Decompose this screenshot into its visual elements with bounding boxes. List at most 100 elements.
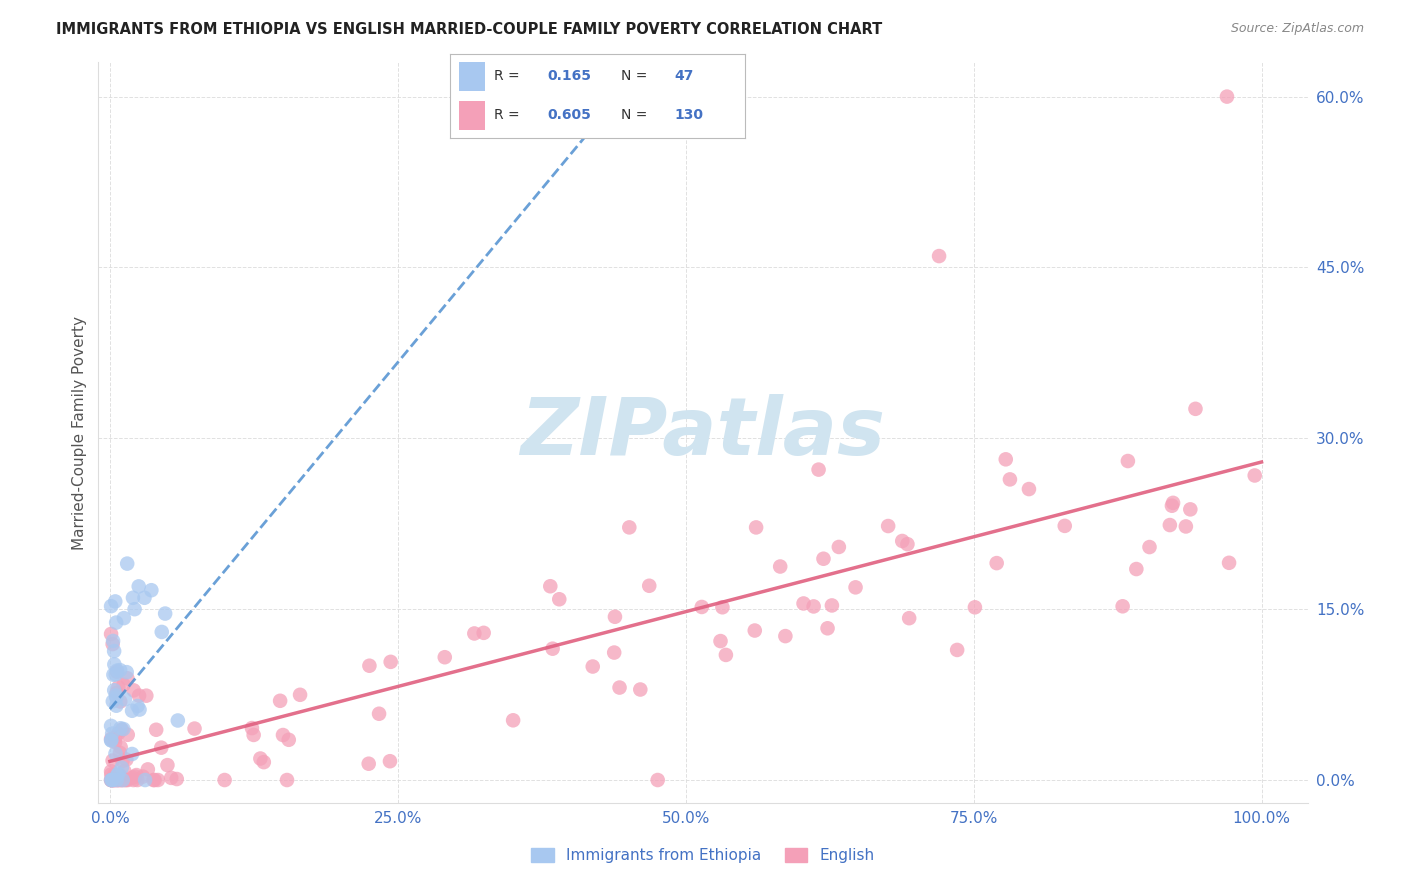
Point: [690, 599, 713, 614]
Point: [104, 747, 127, 761]
Point: [1018, 482, 1040, 496]
Point: [807, 462, 830, 476]
Point: [111, 772, 134, 787]
Point: [103, 683, 125, 698]
Point: [769, 559, 792, 574]
Point: [100, 772, 122, 787]
Y-axis label: Married-Couple Family Poverty: Married-Couple Family Poverty: [72, 316, 87, 549]
Point: [828, 540, 851, 554]
Point: [242, 728, 264, 742]
Point: [143, 772, 166, 787]
Point: [146, 772, 169, 787]
Point: [121, 771, 143, 785]
Point: [269, 694, 291, 708]
Point: [135, 689, 157, 703]
Point: [745, 520, 768, 534]
Point: [127, 772, 149, 787]
Point: [128, 689, 150, 703]
Point: [105, 690, 128, 705]
Point: [111, 772, 134, 787]
Point: [793, 597, 815, 611]
Point: [276, 772, 298, 787]
Point: [368, 706, 391, 721]
Point: [115, 557, 138, 571]
Point: [105, 698, 128, 713]
Point: [433, 650, 456, 665]
Point: [101, 772, 124, 787]
Point: [1243, 468, 1265, 483]
Text: 130: 130: [675, 109, 703, 122]
Point: [128, 702, 150, 716]
Point: [844, 580, 866, 594]
Point: [150, 624, 173, 639]
Point: [998, 472, 1021, 486]
Point: [994, 452, 1017, 467]
Point: [117, 671, 139, 685]
Point: [100, 719, 122, 733]
Point: [104, 594, 127, 608]
Point: [136, 763, 159, 777]
Point: [115, 772, 138, 787]
Point: [142, 772, 165, 787]
Point: [101, 726, 124, 740]
Point: [928, 249, 950, 263]
Point: [117, 772, 139, 787]
Text: 0.605: 0.605: [547, 109, 592, 122]
Point: [100, 764, 122, 779]
Point: [100, 731, 122, 746]
Point: [105, 665, 128, 679]
Point: [100, 772, 122, 787]
Point: [271, 728, 294, 742]
Point: [1174, 519, 1197, 533]
Point: [100, 767, 122, 781]
Point: [709, 634, 731, 648]
Point: [121, 704, 143, 718]
Point: [110, 772, 132, 787]
Point: [122, 772, 145, 787]
Point: [104, 772, 127, 787]
Point: [101, 637, 124, 651]
Point: [1053, 519, 1076, 533]
Point: [160, 771, 183, 785]
Point: [609, 681, 631, 695]
Point: [107, 680, 129, 694]
Point: [711, 600, 734, 615]
Point: [101, 772, 124, 787]
Point: [538, 579, 561, 593]
Point: [108, 772, 131, 787]
Point: [1218, 556, 1240, 570]
Point: [124, 602, 146, 616]
Point: [122, 591, 145, 605]
Point: [121, 747, 143, 761]
Point: [134, 772, 156, 787]
Point: [803, 599, 825, 614]
Point: [891, 533, 914, 548]
Point: [1184, 401, 1206, 416]
Point: [100, 733, 122, 747]
Point: [117, 728, 139, 742]
Point: [108, 663, 131, 677]
Point: [112, 611, 135, 625]
Point: [107, 726, 129, 740]
Point: [104, 689, 127, 703]
Point: [463, 626, 485, 640]
Point: [378, 754, 401, 768]
Point: [638, 579, 661, 593]
Point: [103, 772, 125, 787]
Point: [105, 664, 128, 678]
Point: [103, 657, 125, 672]
Point: [775, 629, 797, 643]
Point: [124, 770, 146, 784]
Point: [502, 714, 524, 728]
Point: [249, 751, 271, 765]
Point: [359, 658, 381, 673]
Point: [103, 772, 125, 787]
Point: [103, 772, 125, 787]
Point: [110, 740, 132, 755]
Point: [1125, 562, 1147, 576]
Point: [108, 746, 131, 760]
Point: [548, 592, 571, 607]
Point: [101, 772, 124, 787]
Point: [105, 772, 128, 787]
Point: [112, 678, 135, 692]
